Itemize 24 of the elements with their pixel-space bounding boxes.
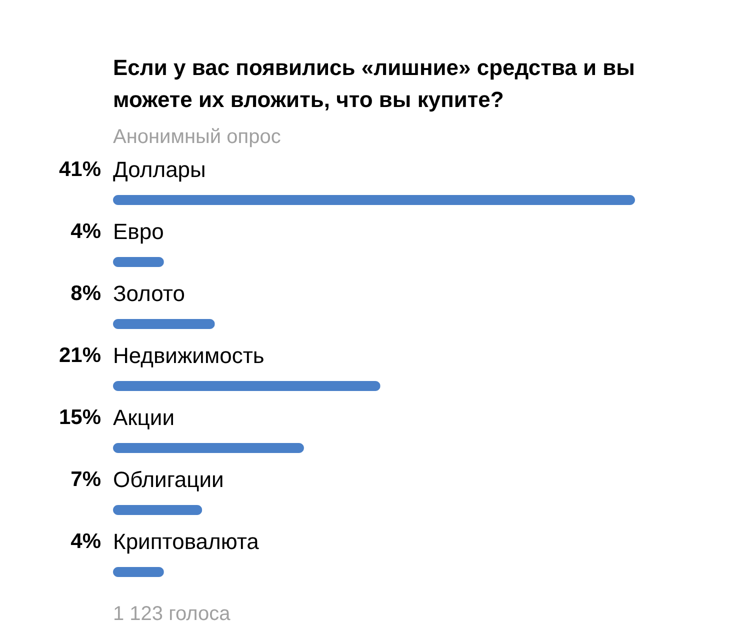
chart-subtitle: Анонимный опрос [113, 126, 282, 149]
bar [113, 443, 304, 453]
data-label: 8% [70, 282, 102, 305]
bar [113, 381, 380, 391]
data-label: 41% [58, 158, 102, 181]
y-tick-label: Акции [113, 405, 174, 430]
bar [113, 257, 164, 267]
bar [113, 195, 635, 205]
bar [113, 505, 202, 515]
y-tick-label: Золото [113, 281, 185, 306]
y-tick-label: Евро [113, 219, 164, 244]
data-label: 21% [58, 344, 102, 367]
text: 1 123 голоса [113, 603, 232, 626]
data-label: 15% [58, 406, 102, 429]
y-tick-label: Доллары [113, 157, 206, 182]
y-tick-label: Криптовалюта [113, 529, 260, 554]
data-label: 4% [70, 220, 102, 243]
bar [113, 319, 215, 329]
bar [113, 567, 164, 577]
chart-title: Если у вас появились «лишние» средства и вы можете их вложить, что вы купите? [113, 54, 636, 114]
data-label: 7% [70, 468, 102, 491]
y-tick-label: Облигации [113, 467, 224, 492]
y-tick-label: Недвижимость [113, 343, 264, 368]
data-label: 4% [70, 530, 102, 553]
